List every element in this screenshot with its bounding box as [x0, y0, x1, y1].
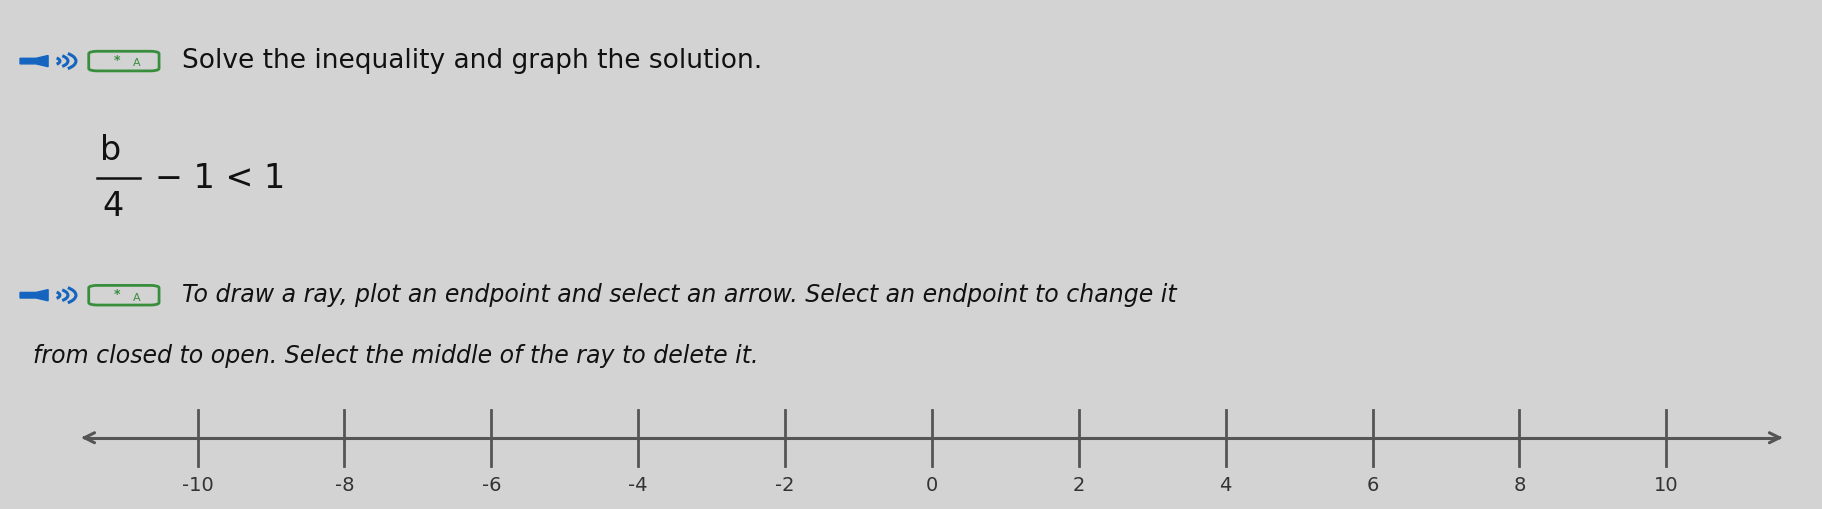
Text: 4: 4: [102, 190, 124, 222]
Text: 4: 4: [1219, 476, 1232, 495]
Text: 8: 8: [1514, 476, 1525, 495]
Text: − 1 < 1: − 1 < 1: [155, 162, 284, 194]
Text: -2: -2: [776, 476, 794, 495]
Text: *: *: [113, 53, 120, 67]
Text: A: A: [133, 293, 140, 303]
Text: -8: -8: [335, 476, 353, 495]
Polygon shape: [20, 290, 47, 301]
Text: *: *: [113, 288, 120, 301]
Text: 0: 0: [926, 476, 938, 495]
Text: 10: 10: [1654, 476, 1678, 495]
Text: -4: -4: [629, 476, 649, 495]
Text: 2: 2: [1073, 476, 1086, 495]
Text: -6: -6: [481, 476, 501, 495]
Text: Solve the inequality and graph the solution.: Solve the inequality and graph the solut…: [182, 48, 762, 74]
Text: from closed to open. Select the middle of the ray to delete it.: from closed to open. Select the middle o…: [33, 344, 758, 369]
Polygon shape: [20, 55, 47, 67]
Text: b: b: [100, 134, 122, 166]
Text: To draw a ray, plot an endpoint and select an arrow. Select an endpoint to chang: To draw a ray, plot an endpoint and sele…: [182, 283, 1177, 307]
Text: A: A: [133, 59, 140, 69]
Text: 6: 6: [1366, 476, 1379, 495]
Text: -10: -10: [182, 476, 213, 495]
